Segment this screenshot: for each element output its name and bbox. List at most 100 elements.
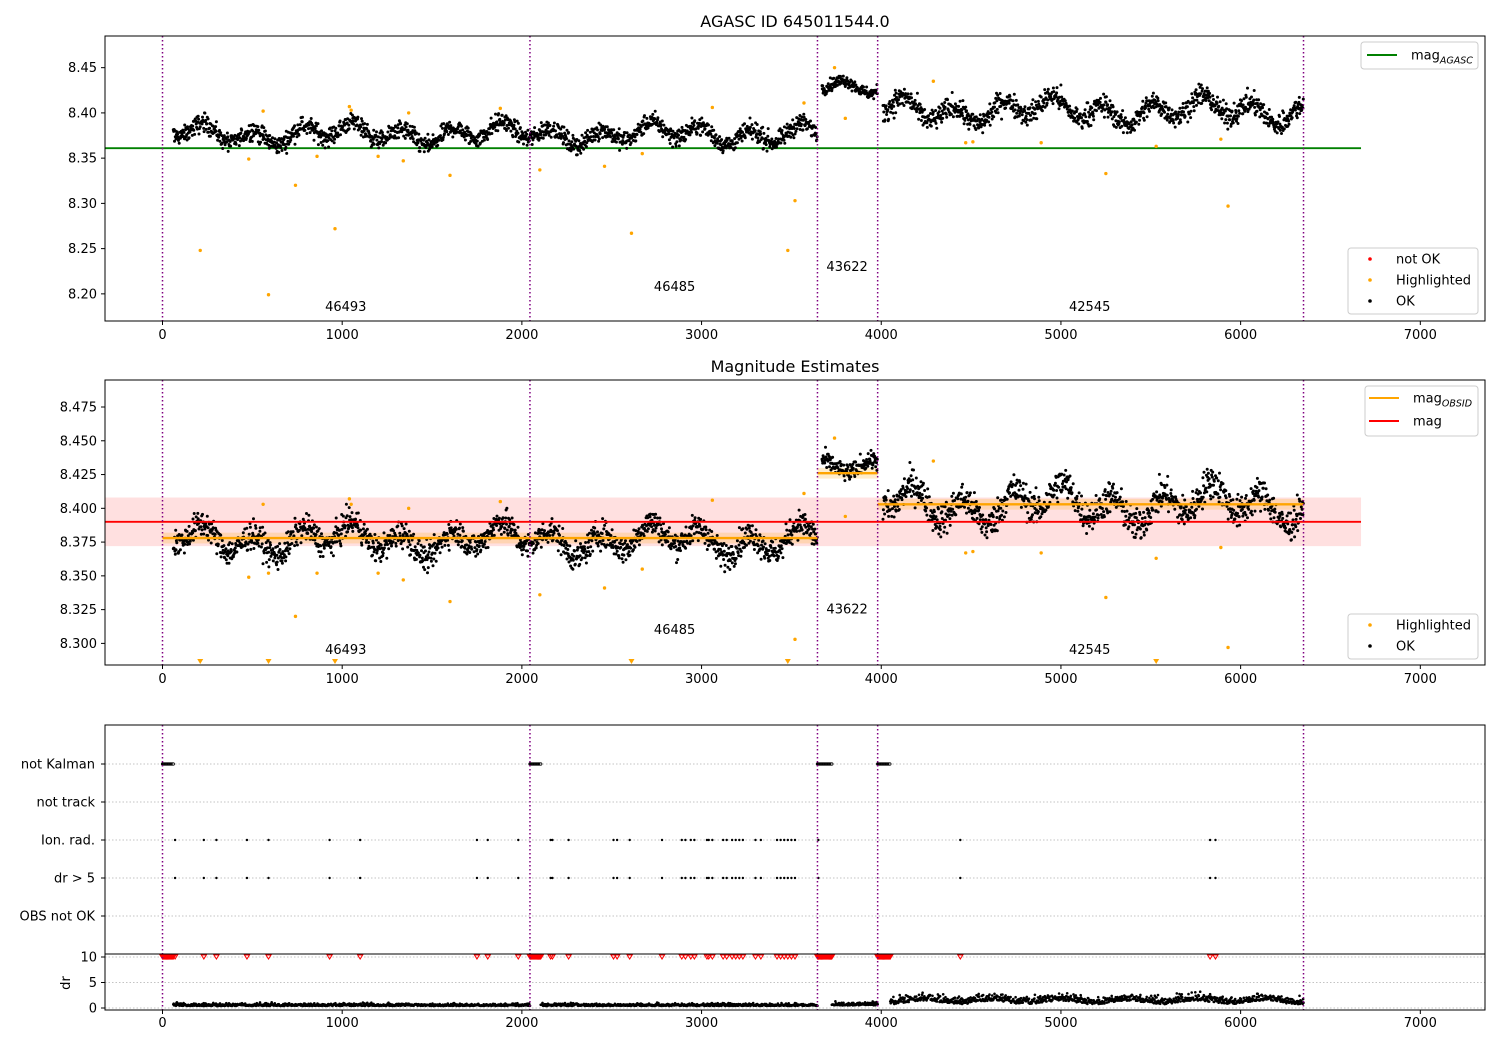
agasc-ok-point [752, 127, 756, 130]
magnitude-ok-point [186, 534, 190, 538]
agasc-ok-point [248, 130, 252, 134]
agasc-ok-point [802, 112, 806, 116]
magnitude-ok-point [312, 523, 316, 527]
agasc-ok-point [221, 147, 225, 150]
agasc-ok-point [279, 146, 283, 150]
magnitude-ok-point [431, 564, 435, 568]
magnitude-ok-point [675, 561, 678, 565]
agasc-ok-point [570, 140, 574, 144]
magnitude-ok-point [940, 510, 944, 514]
magnitude-ok-point [794, 518, 798, 522]
magnitude-ok-point [390, 544, 393, 548]
agasc-ytick-label: 8.20 [68, 287, 97, 302]
magnitude-ok-point [276, 556, 280, 560]
magnitude-ok-point [795, 529, 799, 533]
agasc-ok-point [180, 132, 184, 136]
agasc-ok-point [1160, 112, 1164, 116]
agasc-ok-point [629, 141, 633, 145]
agasc-ok-point [1199, 92, 1202, 96]
agasc-ok-point [1192, 105, 1196, 109]
magnitude-ok-point [193, 529, 197, 533]
magnitude-ok-point [761, 539, 765, 543]
magnitude-ok-point [497, 516, 501, 520]
magnitude-ok-point [803, 513, 807, 516]
magnitude-ok-point [284, 559, 288, 563]
magnitude-ok-point [635, 540, 639, 543]
agasc-ok-point [277, 150, 281, 154]
agasc-ok-point [1181, 102, 1185, 105]
agasc-ok-point [906, 92, 910, 96]
magnitude-ok-point [460, 539, 464, 543]
magnitude-ok-point [980, 530, 984, 534]
agasc-ok-point [1297, 100, 1301, 104]
agasc-ok-point [524, 135, 528, 138]
magnitude-ok-point [759, 557, 763, 561]
agasc-ok-point [548, 123, 552, 127]
agasc-ok-point [396, 123, 400, 127]
magnitude-ok-point [440, 539, 444, 543]
agasc-ok-point [1211, 94, 1215, 98]
agasc-ok-point [918, 102, 922, 106]
magnitude-ok-point [730, 545, 734, 548]
agasc-ok-point [225, 140, 229, 144]
magnitude-ok-point [963, 505, 966, 509]
magnitude-ok-point [737, 526, 741, 530]
agasc-ok-point [402, 134, 406, 138]
magnitude-ok-point [290, 542, 294, 545]
agasc-ok-point [360, 119, 364, 123]
agasc-ok-point [1259, 102, 1263, 106]
agasc-ok-point [552, 124, 556, 128]
magnitude-ok-point [583, 547, 587, 551]
magnitude-ok-point [722, 549, 726, 553]
agasc-ok-point [1270, 115, 1274, 119]
agasc-ok-point [1144, 101, 1148, 105]
agasc-ok-point [1133, 128, 1136, 132]
agasc-legend-entry-label: OK [1396, 295, 1415, 310]
magnitude-ok-point [385, 556, 389, 560]
agasc-ok-point [427, 138, 431, 142]
agasc-ok-point [850, 89, 854, 93]
agasc-ok-point [218, 128, 221, 132]
agasc-frame [104, 35, 1486, 322]
magnitude-ok-point [631, 548, 635, 552]
magnitude-ok-point [265, 546, 269, 550]
agasc-ok-point [1070, 109, 1074, 113]
magnitude-ok-point [486, 546, 490, 549]
magnitude-ok-point [447, 523, 451, 526]
magnitude-ok-point [646, 527, 650, 531]
agasc-ok-point [307, 127, 310, 131]
magnitude-ok-point [174, 548, 178, 552]
agasc-ok-point [713, 136, 716, 140]
agasc-ok-point [931, 110, 935, 114]
agasc-highlighted-point [247, 157, 251, 161]
magnitude-ok-point [336, 526, 340, 530]
agasc-ok-point [1265, 112, 1269, 116]
magnitude-ok-point [637, 543, 641, 547]
magnitude-ok-point [495, 514, 499, 518]
magnitude-ok-point [536, 542, 540, 545]
agasc-ok-point [1235, 119, 1238, 123]
magnitude-ok-point [811, 522, 815, 526]
magnitude-ok-point [502, 530, 506, 534]
agasc-ok-point [977, 126, 981, 130]
agasc-ok-point [313, 127, 317, 131]
magnitude-ok-point [623, 541, 627, 545]
agasc-ok-point [730, 139, 734, 143]
agasc-ok-point [380, 131, 384, 134]
agasc-ok-point [1045, 101, 1049, 105]
agasc-ok-point [709, 132, 713, 136]
agasc-xtick-label: 3000 [685, 328, 718, 343]
magnitude-ok-point [733, 562, 737, 566]
agasc-ok-point [411, 137, 415, 141]
agasc-ok-point [585, 133, 589, 137]
agasc-ok-point [1163, 110, 1166, 114]
agasc-ok-point [316, 122, 320, 126]
magnitude-ok-point [845, 467, 849, 471]
magnitude-ok-point [953, 499, 957, 502]
magnitude-ok-point [673, 533, 677, 537]
magnitude-ok-point [682, 540, 686, 544]
magnitude-ok-point [458, 526, 461, 530]
magnitude-ok-point [843, 479, 847, 483]
magnitude-ok-point [201, 512, 204, 516]
